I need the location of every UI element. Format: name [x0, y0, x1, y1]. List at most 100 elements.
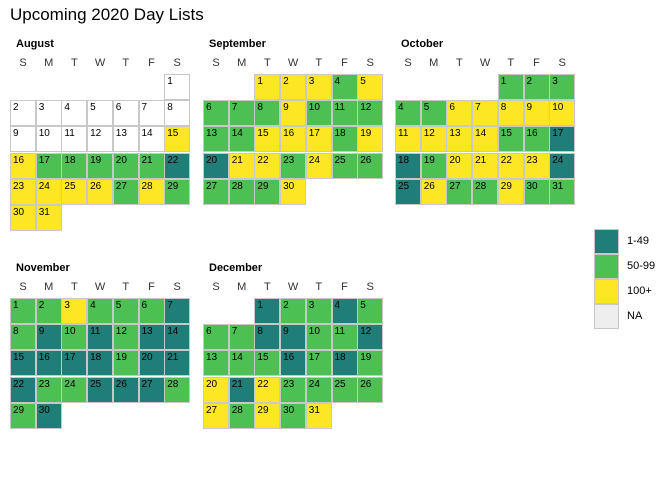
day-cell: 18 [331, 126, 358, 153]
legend-swatch [594, 254, 619, 279]
day-cell: 10 [35, 126, 62, 153]
legend-item: 100+ [594, 279, 672, 305]
weekday-label: W [479, 57, 491, 69]
day-cell: 8 [497, 100, 524, 127]
day-cell: 21 [138, 152, 165, 179]
legend-item: 1-49 [594, 229, 672, 255]
day-cell: 17 [61, 350, 88, 377]
day-cell: 20 [203, 152, 229, 179]
day-cell: 23 [523, 152, 550, 179]
day-cell: 31 [305, 402, 332, 429]
day-cell: 9 [280, 100, 307, 127]
weekday-label: S [19, 281, 27, 293]
day-cell: 22 [164, 152, 191, 179]
weekday-label: F [148, 57, 155, 69]
legend-item: 50-99 [594, 254, 672, 280]
day-cell: 25 [87, 376, 114, 403]
day-cell: 26 [420, 178, 447, 205]
day-cell: 25 [331, 376, 358, 403]
weekday-label: M [429, 57, 439, 69]
weekday-label: W [287, 57, 299, 69]
day-cell: 20 [138, 350, 165, 377]
day-cell: 3 [61, 298, 88, 324]
day-cell: 25 [331, 152, 358, 179]
weekday-label: T [315, 57, 323, 69]
day-cell: 11 [395, 126, 421, 153]
day-cell: 20 [112, 152, 139, 179]
chart-title: Upcoming 2020 Day Lists [10, 5, 204, 24]
day-cell: 2 [280, 298, 307, 324]
day-cell: 14 [228, 350, 255, 377]
day-cell: 13 [446, 126, 473, 153]
legend-label: 100+ [627, 285, 652, 297]
day-cell: 28 [138, 178, 165, 205]
day-cell: 23 [10, 178, 36, 205]
weekday-label: M [237, 281, 247, 293]
month-label: October [401, 38, 444, 50]
day-cell: 20 [446, 152, 473, 179]
day-cell: 28 [228, 178, 255, 205]
weekday-label: F [341, 281, 348, 293]
legend-label: 50-99 [627, 260, 656, 272]
day-cell: 5 [357, 74, 384, 100]
day-cell: 19 [420, 152, 447, 179]
day-cell: 1 [254, 74, 281, 100]
day-cell: 2 [280, 74, 307, 100]
day-cell: 31 [549, 178, 576, 205]
day-cell: 27 [446, 178, 473, 205]
day-cell: 28 [472, 178, 499, 205]
day-cell: 7 [472, 100, 499, 127]
day-cell: 21 [164, 350, 191, 377]
day-cell: 1 [254, 298, 281, 324]
day-cell: 9 [523, 100, 550, 127]
day-cell: 8 [254, 100, 281, 127]
weekday-label: S [366, 281, 374, 293]
day-cell: 12 [357, 100, 384, 127]
day-cell: 28 [228, 402, 255, 429]
day-cell: 23 [35, 376, 62, 403]
weekday-label: T [71, 57, 78, 69]
weekday-label: T [315, 281, 323, 293]
day-cell: 1 [497, 74, 524, 100]
day-cell: 10 [61, 324, 88, 351]
weekday-label: M [44, 281, 54, 293]
day-cell: 1 [164, 74, 191, 100]
day-cell: 13 [203, 126, 229, 153]
day-cell: 8 [164, 100, 191, 127]
day-cell: 3 [35, 100, 62, 127]
month-label: September [209, 38, 266, 50]
day-cell: 10 [305, 324, 332, 351]
day-cell: 16 [280, 126, 307, 153]
day-cell: 19 [357, 126, 384, 153]
weekday-label: F [533, 57, 540, 69]
day-cell: 21 [472, 152, 499, 179]
day-cell: 2 [10, 100, 36, 127]
day-cell: 30 [10, 205, 36, 231]
day-cell: 16 [523, 126, 550, 153]
weekday-label: S [173, 281, 181, 293]
day-cell: 12 [87, 126, 114, 153]
weekday-label: T [264, 57, 271, 69]
legend-swatch [594, 279, 619, 304]
day-cell: 15 [254, 126, 281, 153]
day-cell: 16 [35, 350, 62, 377]
month-label: December [209, 262, 263, 274]
day-cell: 29 [254, 178, 281, 205]
day-cell: 5 [420, 100, 447, 127]
day-cell: 24 [35, 178, 62, 205]
day-cell: 3 [549, 74, 576, 100]
weekday-label: S [173, 57, 181, 69]
day-cell: 11 [87, 324, 114, 351]
day-cell: 29 [164, 178, 191, 205]
day-cell: 7 [228, 324, 255, 351]
day-cell: 22 [10, 376, 36, 403]
day-cell: 9 [10, 126, 36, 153]
weekday-label: T [71, 281, 78, 293]
weekday-label: W [287, 281, 299, 293]
day-cell: 5 [357, 298, 384, 324]
day-cell: 29 [497, 178, 524, 205]
day-cell: 25 [61, 178, 88, 205]
day-cell: 14 [228, 126, 255, 153]
day-cell: 4 [61, 100, 88, 127]
day-cell: 13 [138, 324, 165, 351]
